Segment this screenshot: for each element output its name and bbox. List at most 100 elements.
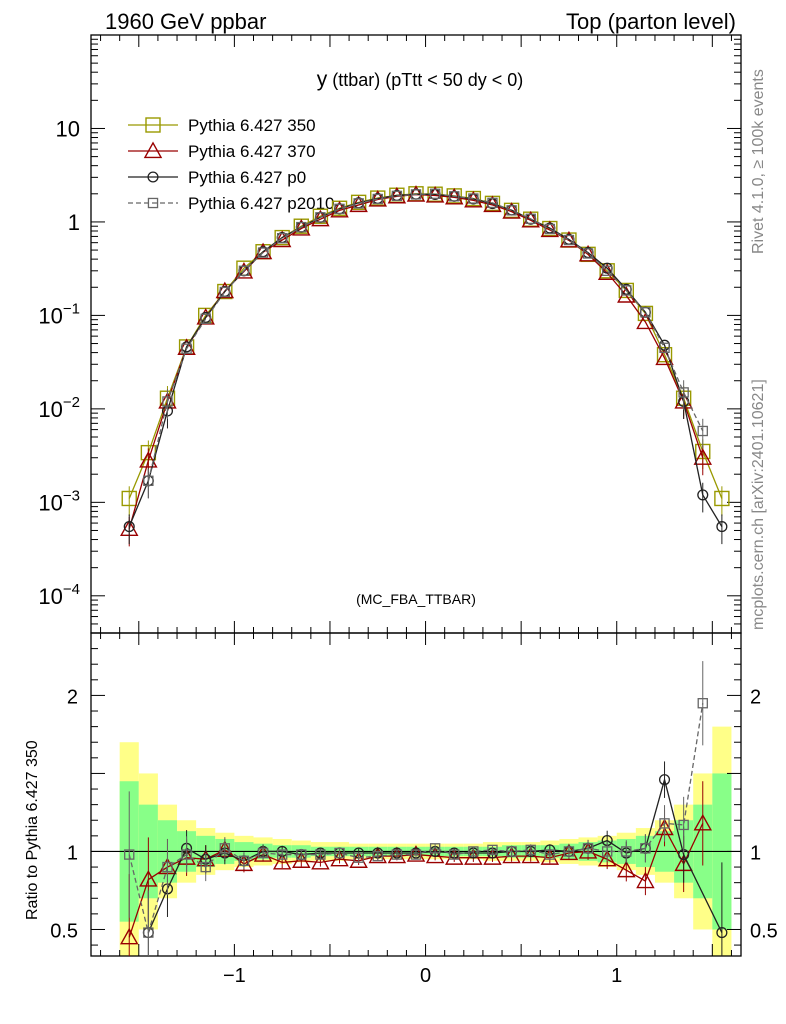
x-tick-label: 1: [611, 965, 622, 987]
y-tick-label: 10: [56, 116, 80, 141]
data-point: [468, 193, 479, 204]
ratio-point: [429, 843, 441, 854]
ratio-point: [678, 819, 689, 831]
data-point: [162, 396, 173, 407]
legend-marker: [145, 117, 161, 133]
ratio-point: [296, 849, 307, 860]
ratio-point: [659, 818, 670, 829]
data-point: [656, 346, 673, 363]
ratio-series-3: [124, 661, 708, 956]
data-point: [143, 475, 154, 486]
watermark: (MC_FBA_TTBAR): [356, 591, 476, 607]
data-point: [391, 190, 403, 202]
data-point: [697, 425, 708, 437]
ratio-point: [200, 861, 211, 873]
ratio-point: [601, 846, 613, 857]
series-0: [121, 186, 730, 516]
ratio-point: [330, 849, 349, 867]
data-point: [334, 203, 345, 215]
ratio-point: [119, 927, 139, 945]
legend-label: Pythia 6.427 370: [188, 142, 316, 161]
data-point: [601, 265, 613, 277]
ratio-point: [693, 813, 713, 831]
data-point: [217, 283, 233, 300]
ratio-point: [162, 861, 173, 873]
ratio-tick-label: 2: [67, 686, 78, 708]
series-line: [147, 193, 704, 481]
ratio-point: [621, 846, 632, 857]
data-point: [618, 282, 634, 299]
mcplots-credit: mcplots.cern.ch [arXiv:2401.10621]: [750, 379, 767, 630]
y-tick-label: 10−3: [38, 487, 80, 515]
ratio-point: [353, 852, 364, 863]
data-point: [640, 307, 651, 318]
data-point: [693, 448, 713, 465]
header-right: Top (parton level): [566, 9, 736, 34]
ratio-ylabel: Ratio to Pythia 6.427 350: [24, 740, 41, 920]
ratio-point: [617, 860, 636, 878]
data-point: [372, 193, 383, 205]
data-point: [506, 205, 517, 216]
ratio-tick-label-right: 0.5: [750, 920, 778, 942]
y-tick-label: 10−4: [38, 581, 80, 609]
data-point: [257, 247, 269, 258]
data-point: [139, 451, 158, 468]
data-point: [315, 212, 326, 223]
data-point: [429, 188, 441, 199]
series-line: [128, 193, 723, 499]
data-point: [636, 312, 655, 330]
ratio-point: [139, 870, 158, 887]
data-point: [525, 213, 536, 225]
legend-label: Pythia 6.427 p2010: [188, 194, 335, 213]
x-tick-label: 0: [420, 965, 431, 987]
legend-label: Pythia 6.427 350: [188, 116, 316, 135]
legend-marker: [147, 197, 159, 209]
ratio-point: [640, 843, 651, 854]
data-point: [544, 223, 556, 235]
ratio-series-1: [119, 781, 713, 956]
legend: Pythia 6.427 350 Pythia 6.427 370 Pythia 6…: [128, 116, 335, 213]
ratio-point: [487, 844, 498, 856]
ratio-point: [425, 846, 445, 864]
legend-marker: [147, 171, 159, 183]
plot-title: y (ttbar) (pTtt < 50 dy < 0): [317, 68, 524, 91]
ratio-point: [582, 843, 594, 854]
y-tick-label: 10−2: [38, 394, 80, 422]
y-tick-label: 1: [68, 210, 80, 235]
series-2: [123, 188, 728, 545]
axis-ticks: [91, 35, 741, 956]
ratio-point: [716, 927, 728, 939]
ratio-tick-label: 0.5: [50, 920, 78, 942]
data-point: [353, 198, 364, 209]
ratio-point: [544, 849, 556, 860]
legend-label: Pythia 6.427 p0: [188, 168, 306, 187]
ratio-point: [483, 848, 502, 865]
rivet-version: Rivet 4.1.0, ≥ 100k events: [750, 69, 767, 254]
data-point: [659, 342, 670, 354]
ratio-frame: [90, 632, 742, 957]
data-point: [181, 343, 192, 354]
series-3: [143, 188, 708, 499]
ratio-point: [219, 843, 231, 854]
data-point: [716, 521, 728, 533]
ratio-point: [563, 846, 575, 857]
ratio-point: [311, 852, 330, 870]
series-line: [128, 193, 704, 530]
ratio-point: [525, 844, 536, 856]
ratio-tick-label-right: 1: [750, 842, 761, 864]
data-point: [621, 285, 632, 296]
data-point: [678, 387, 689, 398]
ratio-line: [147, 777, 723, 933]
ratio-point: [276, 849, 288, 860]
data-point: [276, 232, 288, 244]
ratio-point: [464, 848, 483, 865]
ratio-point: [315, 849, 326, 860]
data-point: [714, 490, 730, 507]
ratio-point: [391, 849, 403, 860]
ratio-point: [597, 849, 617, 867]
ratio-point: [658, 774, 671, 786]
data-point: [121, 490, 137, 507]
data-point: [123, 521, 135, 533]
ratio-line: [128, 703, 704, 936]
ratio-point: [449, 849, 460, 860]
